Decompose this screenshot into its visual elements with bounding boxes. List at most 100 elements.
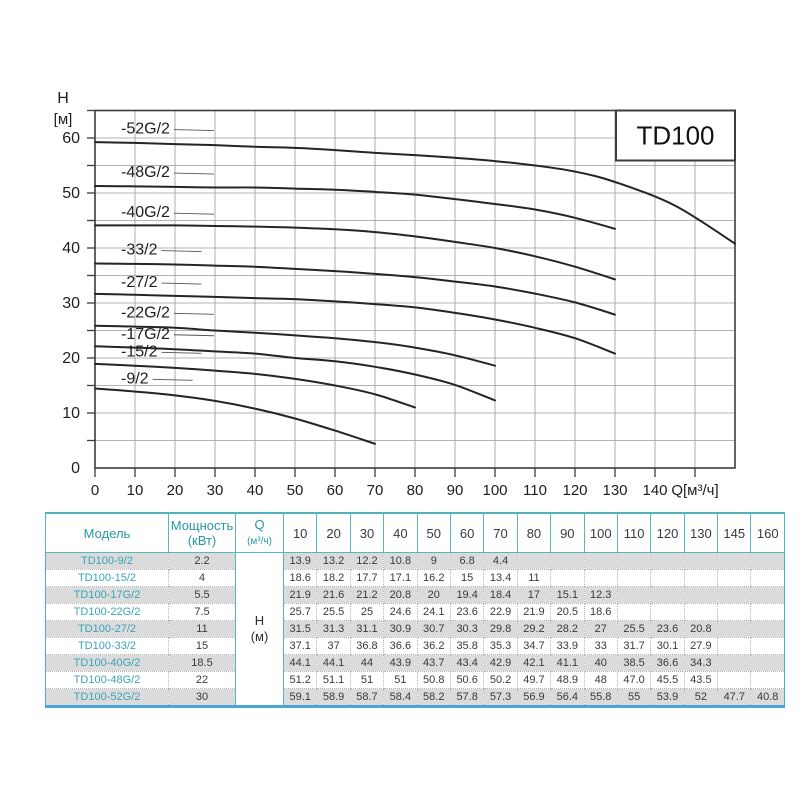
head-value-cell: 22.9	[483, 603, 518, 621]
head-value-cell: 56.9	[516, 688, 552, 707]
head-value-cell: 4.4	[483, 552, 518, 570]
power-cell: 30	[168, 688, 236, 707]
curve-TD100-17G/2	[94, 345, 496, 402]
head-value-cell: 29.2	[516, 620, 552, 638]
x-tick-label: 20	[167, 482, 184, 499]
col-header-flow-145: 145	[717, 512, 752, 553]
head-value-cell: 31.3	[316, 620, 351, 638]
x-tick-label: 0	[91, 482, 99, 499]
x-tick-label: 110	[523, 482, 547, 499]
table-row-TD100-15/2: TD100-15/2 4 18.6 18.2 17.7 17.1 16.2 15 13.4 11	[45, 569, 785, 587]
head-value-cell: 20.5	[550, 603, 585, 621]
head-value-cell	[717, 569, 752, 587]
curve-label-leader	[173, 334, 214, 337]
y-tick-label: 60	[62, 130, 80, 147]
head-value-cell	[616, 552, 652, 570]
curve-TD100-9/2	[94, 387, 376, 445]
col-header-flow-60: 60	[449, 512, 485, 553]
head-value-cell: 36.6	[650, 654, 685, 672]
y-tick-label: 10	[62, 405, 80, 422]
head-value-cell: 35.3	[483, 637, 518, 655]
head-value-cell	[750, 620, 785, 638]
head-value-cell: 50.2	[483, 671, 518, 689]
head-value-cell: 50.6	[449, 671, 485, 689]
head-value-cell	[750, 637, 785, 655]
model-cell: TD100-27/2	[45, 620, 169, 638]
table-row-TD100-40G/2: TD100-40G/2 18.5 44.1 44.1 44 43.9 43.7 43.4 42.…	[45, 654, 785, 672]
model-cell: TD100-52G/2	[45, 688, 169, 707]
y-tick-label: 20	[62, 350, 80, 367]
head-value-cell: 50.8	[416, 671, 451, 689]
model-cell: TD100-9/2	[45, 552, 169, 570]
curve-label: -52G/2	[121, 121, 170, 138]
x-tick-label: 70	[367, 482, 384, 499]
head-value-cell: 17	[516, 586, 552, 604]
head-value-cell: 25	[349, 603, 385, 621]
power-cell: 22	[168, 671, 236, 689]
x-tick-label: 30	[207, 482, 224, 499]
curve-label-leader	[173, 129, 214, 132]
head-value-cell: 57.3	[483, 688, 518, 707]
col-header-flow-90: 90	[550, 512, 585, 553]
head-value-cell: 18.6	[583, 603, 618, 621]
head-value-cell: 49.7	[516, 671, 552, 689]
head-value-cell	[717, 620, 752, 638]
curve-TD100-15/2	[94, 362, 416, 409]
curve-label: -48G/2	[121, 164, 170, 181]
col-header-flow-160: 160	[750, 512, 785, 553]
curve-TD100-22G/2	[94, 324, 496, 367]
head-value-cell	[750, 603, 785, 621]
head-value-cell: 28.2	[550, 620, 585, 638]
table-row-TD100-48G/2: TD100-48G/2 22 51.2 51.1 51 51 50.8 50.6 50.2 49.…	[45, 671, 785, 689]
head-value-cell: 38.5	[616, 654, 652, 672]
head-value-cell: 36.6	[383, 637, 418, 655]
col-header-flow-120: 120	[650, 512, 685, 553]
head-value-cell	[650, 603, 685, 621]
chart-title: TD100	[636, 121, 714, 151]
curve-label: -22G/2	[121, 304, 170, 321]
head-value-cell: 58.2	[416, 688, 451, 707]
head-value-cell: 17.1	[383, 569, 418, 587]
table-row-TD100-27/2: TD100-27/2 11 31.5 31.3 31.1 30.9 30.7 30.3 29.8…	[45, 620, 785, 638]
head-value-cell: 15.1	[550, 586, 585, 604]
curve-label-leader	[161, 351, 202, 354]
y-tick-label: 50	[62, 185, 80, 202]
head-value-cell	[683, 552, 719, 570]
head-value-cell	[750, 586, 785, 604]
model-cell: TD100-48G/2	[45, 671, 169, 689]
head-value-cell: 30.1	[650, 637, 685, 655]
model-cell: TD100-22G/2	[45, 603, 169, 621]
head-value-cell	[717, 654, 752, 672]
x-tick-label: 90	[447, 482, 464, 499]
head-value-cell: 21.2	[349, 586, 385, 604]
curve-label: -33/2	[121, 242, 158, 259]
head-value-cell: 44.1	[282, 654, 318, 672]
x-tick-label: 60	[327, 482, 344, 499]
head-value-cell: 34.3	[683, 654, 719, 672]
head-value-cell: 34.7	[516, 637, 552, 655]
head-value-cell	[717, 603, 752, 621]
table-row-TD100-22G/2: TD100-22G/2 7.5 25.7 25.5 25 24.6 24.1 23.6 22.9…	[45, 603, 785, 621]
col-header-flow-10: 10	[282, 512, 318, 553]
head-value-cell	[550, 569, 585, 587]
title-box	[615, 109, 736, 162]
head-value-cell: 44.1	[316, 654, 351, 672]
curve-label-leader	[173, 172, 214, 175]
x-axis-label: Q[м³/ч]	[671, 482, 718, 499]
model-cell: TD100-40G/2	[45, 654, 169, 672]
curve-TD100-33/2	[94, 262, 616, 316]
head-unit-cell: H (м)	[235, 552, 284, 707]
curve-label-leader	[152, 378, 193, 381]
curve-TD100-48G/2	[94, 185, 616, 230]
head-value-cell: 36.8	[349, 637, 385, 655]
table-row-TD100-33/2: TD100-33/2 15 37.1 37 36.8 36.6 36.2 35.8 35.3 34…	[45, 637, 785, 655]
table-row-TD100-9/2: TD100-9/2 2.2 H (м) 13.9 13.2 12.2 10.8 9 6.8 4.4	[45, 552, 785, 707]
power-cell: 15	[168, 637, 236, 655]
head-value-cell: 6.8	[449, 552, 485, 570]
curve-label: -40G/2	[121, 204, 170, 221]
head-value-cell: 42.9	[483, 654, 518, 672]
head-value-cell: 40	[583, 654, 618, 672]
head-value-cell: 12.2	[349, 552, 385, 570]
col-header-model: Модель	[45, 512, 169, 553]
